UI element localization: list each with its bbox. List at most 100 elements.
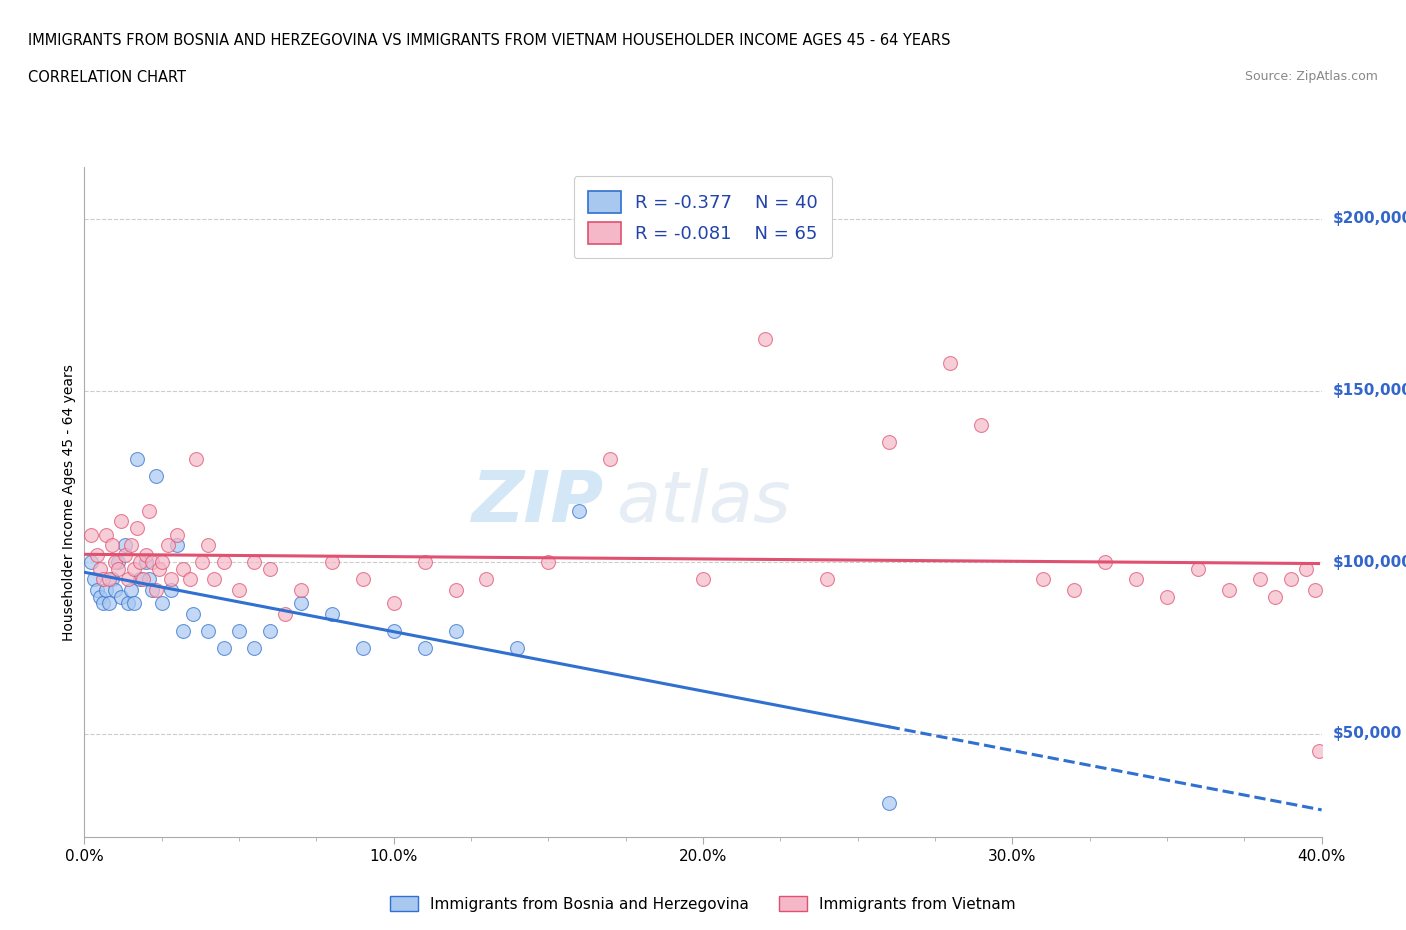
Point — [382, 596, 405, 611]
Point — [83, 572, 105, 587]
Point — [1218, 582, 1240, 597]
Point — [91, 572, 114, 587]
Point — [122, 562, 145, 577]
Point — [104, 555, 127, 570]
Point — [243, 641, 266, 656]
Point — [129, 572, 152, 587]
Point — [166, 538, 188, 552]
Point — [352, 572, 374, 587]
Point — [138, 572, 160, 587]
Point — [444, 623, 467, 638]
Legend: Immigrants from Bosnia and Herzegovina, Immigrants from Vietnam: Immigrants from Bosnia and Herzegovina, … — [384, 889, 1022, 918]
Point — [160, 582, 183, 597]
Point — [110, 590, 132, 604]
Point — [166, 527, 188, 542]
Point — [145, 469, 167, 484]
Point — [939, 355, 962, 370]
Point — [1156, 590, 1178, 604]
Point — [138, 503, 160, 518]
Point — [1032, 572, 1054, 587]
Point — [104, 582, 127, 597]
Point — [114, 548, 136, 563]
Text: $100,000: $100,000 — [1333, 555, 1406, 570]
Text: IMMIGRANTS FROM BOSNIA AND HERZEGOVINA VS IMMIGRANTS FROM VIETNAM HOUSEHOLDER IN: IMMIGRANTS FROM BOSNIA AND HERZEGOVINA V… — [28, 33, 950, 47]
Point — [228, 582, 250, 597]
Point — [107, 555, 129, 570]
Point — [1308, 744, 1330, 759]
Point — [692, 572, 714, 587]
Point — [172, 623, 194, 638]
Point — [321, 606, 343, 621]
Point — [101, 538, 124, 552]
Text: $150,000: $150,000 — [1333, 383, 1406, 398]
Point — [179, 572, 201, 587]
Point — [352, 641, 374, 656]
Point — [877, 795, 900, 810]
Point — [212, 641, 235, 656]
Point — [86, 548, 108, 563]
Point — [101, 572, 124, 587]
Point — [259, 562, 281, 577]
Point — [537, 555, 560, 570]
Point — [815, 572, 838, 587]
Point — [197, 623, 219, 638]
Point — [970, 418, 993, 432]
Point — [120, 582, 142, 597]
Point — [413, 641, 436, 656]
Point — [120, 538, 142, 552]
Point — [1249, 572, 1271, 587]
Point — [156, 538, 179, 552]
Point — [89, 562, 111, 577]
Point — [444, 582, 467, 597]
Text: $50,000: $50,000 — [1333, 726, 1402, 741]
Y-axis label: Householder Income Ages 45 - 64 years: Householder Income Ages 45 - 64 years — [62, 364, 76, 641]
Point — [125, 452, 148, 467]
Point — [1063, 582, 1085, 597]
Point — [172, 562, 194, 577]
Point — [1305, 582, 1327, 597]
Point — [321, 555, 343, 570]
Point — [132, 572, 155, 587]
Point — [79, 555, 101, 570]
Point — [135, 548, 157, 563]
Point — [117, 572, 139, 587]
Point — [122, 596, 145, 611]
Point — [86, 582, 108, 597]
Point — [243, 555, 266, 570]
Point — [202, 572, 225, 587]
Point — [290, 596, 312, 611]
Point — [1187, 562, 1209, 577]
Point — [150, 596, 173, 611]
Point — [148, 562, 170, 577]
Point — [94, 582, 117, 597]
Point — [91, 596, 114, 611]
Point — [141, 555, 163, 570]
Point — [475, 572, 498, 587]
Point — [141, 582, 163, 597]
Point — [98, 596, 121, 611]
Text: Source: ZipAtlas.com: Source: ZipAtlas.com — [1244, 70, 1378, 83]
Point — [1125, 572, 1147, 587]
Point — [413, 555, 436, 570]
Text: atlas: atlas — [616, 468, 792, 537]
Point — [135, 555, 157, 570]
Point — [117, 596, 139, 611]
Point — [191, 555, 214, 570]
Point — [506, 641, 529, 656]
Point — [94, 527, 117, 542]
Point — [568, 503, 591, 518]
Point — [1094, 555, 1116, 570]
Point — [1264, 590, 1286, 604]
Point — [197, 538, 219, 552]
Point — [259, 623, 281, 638]
Text: $200,000: $200,000 — [1333, 211, 1406, 226]
Text: CORRELATION CHART: CORRELATION CHART — [28, 70, 186, 85]
Text: ZIP: ZIP — [472, 468, 605, 537]
Point — [382, 623, 405, 638]
Point — [110, 513, 132, 528]
Point — [877, 434, 900, 449]
Point — [1279, 572, 1302, 587]
Point — [145, 582, 167, 597]
Point — [98, 572, 121, 587]
Point — [79, 527, 101, 542]
